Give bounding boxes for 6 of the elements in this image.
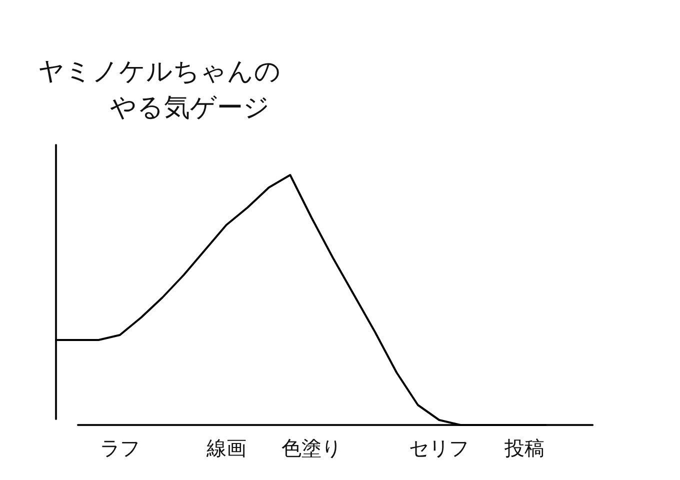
x-tick-label: 投稿 bbox=[504, 436, 544, 460]
x-tick-label: セリフ bbox=[409, 436, 470, 460]
title: ヤミノケルちゃんのやる気ゲージ bbox=[38, 56, 282, 125]
x-tick-label: 線画 bbox=[206, 436, 246, 460]
x-tick-label: 色塗り bbox=[281, 436, 342, 460]
x-tick-label: ラフ bbox=[100, 436, 140, 460]
